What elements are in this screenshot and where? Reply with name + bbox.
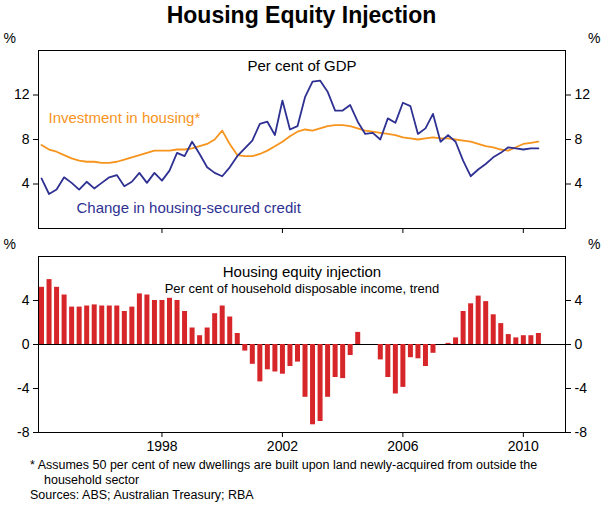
svg-text:%: % <box>4 236 16 252</box>
svg-text:8: 8 <box>22 131 30 147</box>
svg-text:1998: 1998 <box>146 438 177 454</box>
svg-text:Change in housing-secured cred: Change in housing-secured credit <box>77 199 302 216</box>
svg-text:Per cent of GDP: Per cent of GDP <box>247 57 356 74</box>
svg-text:4: 4 <box>22 292 30 308</box>
svg-text:0: 0 <box>575 336 583 352</box>
svg-text:%: % <box>588 30 600 46</box>
svg-text:12: 12 <box>14 86 30 102</box>
svg-text:-4: -4 <box>17 380 30 396</box>
svg-text:12: 12 <box>575 86 591 102</box>
svg-text:2002: 2002 <box>267 438 298 454</box>
svg-text:2006: 2006 <box>387 438 418 454</box>
svg-text:-4: -4 <box>575 380 588 396</box>
svg-text:4: 4 <box>22 175 30 191</box>
svg-text:-8: -8 <box>17 424 30 440</box>
svg-text:Housing equity injection: Housing equity injection <box>223 263 381 280</box>
html-text:Housing Equity Injection: Housing Equity Injection <box>166 2 437 28</box>
svg-text:2010: 2010 <box>508 438 539 454</box>
svg-text:-8: -8 <box>575 424 588 440</box>
svg-text:Per cent of household disposab: Per cent of household disposable income,… <box>165 281 440 296</box>
svg-text:4: 4 <box>575 175 583 191</box>
html-text:Sources: ABS; Australian Treas: Sources: ABS; Australian Treasury; RBA <box>30 488 254 502</box>
svg-text:%: % <box>588 236 600 252</box>
html-text:* Assumes 50 per cent of new d: * Assumes 50 per cent of new dwellings a… <box>30 458 538 487</box>
svg-text:4: 4 <box>575 292 583 308</box>
svg-text:Investment in housing*: Investment in housing* <box>49 109 201 126</box>
svg-text:8: 8 <box>575 131 583 147</box>
svg-text:0: 0 <box>22 336 30 352</box>
svg-text:%: % <box>4 30 16 46</box>
